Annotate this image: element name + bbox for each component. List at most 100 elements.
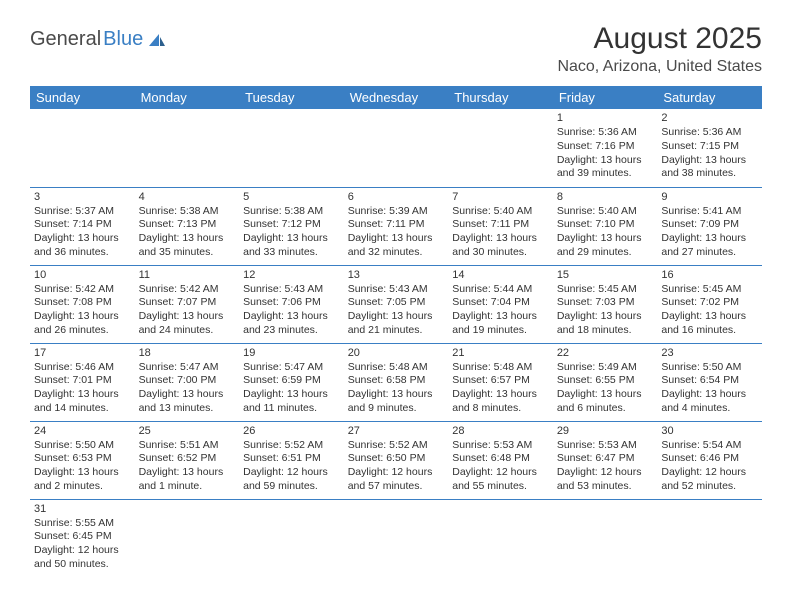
calendar-day: 13Sunrise: 5:43 AMSunset: 7:05 PMDayligh… [344, 265, 449, 343]
sunset-text: Sunset: 6:59 PM [243, 374, 340, 388]
daylight-text: Daylight: 13 hours and 2 minutes. [34, 466, 131, 493]
page-title: August 2025 [557, 22, 762, 56]
calendar-day: 7Sunrise: 5:40 AMSunset: 7:11 PMDaylight… [448, 187, 553, 265]
calendar-day: 2Sunrise: 5:36 AMSunset: 7:15 PMDaylight… [657, 109, 762, 187]
sunrise-text: Sunrise: 5:42 AM [139, 283, 236, 297]
sunset-text: Sunset: 6:48 PM [452, 452, 549, 466]
calendar-day: 30Sunrise: 5:54 AMSunset: 6:46 PMDayligh… [657, 421, 762, 499]
calendar-week: 24Sunrise: 5:50 AMSunset: 6:53 PMDayligh… [30, 421, 762, 499]
calendar-day: 19Sunrise: 5:47 AMSunset: 6:59 PMDayligh… [239, 343, 344, 421]
daylight-text: Daylight: 13 hours and 11 minutes. [243, 388, 340, 415]
sunrise-text: Sunrise: 5:40 AM [557, 205, 654, 219]
sunrise-text: Sunrise: 5:55 AM [34, 517, 131, 531]
calendar-day: 5Sunrise: 5:38 AMSunset: 7:12 PMDaylight… [239, 187, 344, 265]
calendar-empty [448, 499, 553, 577]
sunset-text: Sunset: 7:02 PM [661, 296, 758, 310]
calendar-empty [448, 109, 553, 187]
sunrise-text: Sunrise: 5:45 AM [661, 283, 758, 297]
sunrise-text: Sunrise: 5:38 AM [243, 205, 340, 219]
calendar-day: 15Sunrise: 5:45 AMSunset: 7:03 PMDayligh… [553, 265, 658, 343]
day-number: 27 [348, 424, 445, 438]
calendar-day: 27Sunrise: 5:52 AMSunset: 6:50 PMDayligh… [344, 421, 449, 499]
sunrise-text: Sunrise: 5:51 AM [139, 439, 236, 453]
sunset-text: Sunset: 7:00 PM [139, 374, 236, 388]
sunset-text: Sunset: 6:54 PM [661, 374, 758, 388]
sunrise-text: Sunrise: 5:52 AM [243, 439, 340, 453]
calendar-day: 10Sunrise: 5:42 AMSunset: 7:08 PMDayligh… [30, 265, 135, 343]
sunrise-text: Sunrise: 5:45 AM [557, 283, 654, 297]
day-number: 13 [348, 268, 445, 282]
logo-text-general: General [30, 28, 101, 51]
sunrise-text: Sunrise: 5:41 AM [661, 205, 758, 219]
sunset-text: Sunset: 7:05 PM [348, 296, 445, 310]
calendar-week: 3Sunrise: 5:37 AMSunset: 7:14 PM Daylight… [30, 187, 762, 265]
daylight-text: Daylight: 13 hours and 6 minutes. [557, 388, 654, 415]
calendar-empty [30, 109, 135, 187]
day-number: 16 [661, 268, 758, 282]
logo-sail-icon [147, 32, 167, 48]
sunrise-text: Sunrise: 5:54 AM [661, 439, 758, 453]
sunrise-text: Sunrise: 5:49 AM [557, 361, 654, 375]
logo: GeneralBlue [30, 22, 167, 51]
sunset-text: Sunset: 7:12 PM [243, 218, 340, 232]
sunrise-text: Sunrise: 5:53 AM [452, 439, 549, 453]
daylight-text: Daylight: 13 hours and 13 minutes. [139, 388, 236, 415]
sunset-text: Sunset: 7:14 PM [34, 218, 131, 232]
calendar-day: 17Sunrise: 5:46 AMSunset: 7:01 PMDayligh… [30, 343, 135, 421]
day-number: 6 [348, 190, 445, 204]
calendar-day: 18Sunrise: 5:47 AMSunset: 7:00 PMDayligh… [135, 343, 240, 421]
day-number: 3 [34, 190, 131, 204]
sunset-text: Sunset: 7:09 PM [661, 218, 758, 232]
calendar-table: SundayMondayTuesdayWednesdayThursdayFrid… [30, 86, 762, 577]
calendar-day: 4Sunrise: 5:38 AMSunset: 7:13 PMDaylight… [135, 187, 240, 265]
sunrise-text: Sunrise: 5:48 AM [348, 361, 445, 375]
sunrise-text: Sunrise: 5:42 AM [34, 283, 131, 297]
sunrise-text: Sunrise: 5:53 AM [557, 439, 654, 453]
daylight-text: Daylight: 13 hours and 8 minutes. [452, 388, 549, 415]
calendar-day: 16Sunrise: 5:45 AMSunset: 7:02 PMDayligh… [657, 265, 762, 343]
sunrise-text: Sunrise: 5:37 AM [34, 205, 131, 219]
sunrise-text: Sunrise: 5:36 AM [661, 126, 758, 140]
calendar-day: 23Sunrise: 5:50 AMSunset: 6:54 PMDayligh… [657, 343, 762, 421]
calendar-day: 22Sunrise: 5:49 AMSunset: 6:55 PMDayligh… [553, 343, 658, 421]
daylight-text: Daylight: 13 hours and 14 minutes. [34, 388, 131, 415]
sunset-text: Sunset: 7:01 PM [34, 374, 131, 388]
daylight-text: Daylight: 13 hours and 21 minutes. [348, 310, 445, 337]
day-header: Sunday [30, 86, 135, 109]
day-number: 30 [661, 424, 758, 438]
daylight-text: Daylight: 13 hours and 35 minutes. [139, 232, 236, 259]
day-number: 4 [139, 190, 236, 204]
daylight-text: Daylight: 13 hours and 26 minutes. [34, 310, 131, 337]
calendar-week: 31Sunrise: 5:55 AMSunset: 6:45 PMDayligh… [30, 499, 762, 577]
sunset-text: Sunset: 6:46 PM [661, 452, 758, 466]
sunset-text: Sunset: 7:11 PM [452, 218, 549, 232]
day-header: Friday [553, 86, 658, 109]
sunset-text: Sunset: 7:15 PM [661, 140, 758, 154]
calendar-empty [239, 499, 344, 577]
daylight-text: Daylight: 12 hours and 59 minutes. [243, 466, 340, 493]
calendar-day: 6Sunrise: 5:39 AMSunset: 7:11 PMDaylight… [344, 187, 449, 265]
calendar-day: 21Sunrise: 5:48 AMSunset: 6:57 PMDayligh… [448, 343, 553, 421]
day-header: Saturday [657, 86, 762, 109]
daylight-text: Daylight: 13 hours and 29 minutes. [557, 232, 654, 259]
calendar-day: 28Sunrise: 5:53 AMSunset: 6:48 PMDayligh… [448, 421, 553, 499]
sunset-text: Sunset: 6:52 PM [139, 452, 236, 466]
sunrise-text: Sunrise: 5:46 AM [34, 361, 131, 375]
calendar-empty [135, 109, 240, 187]
calendar-empty [239, 109, 344, 187]
location-subtitle: Naco, Arizona, United States [557, 58, 762, 76]
sunset-text: Sunset: 6:55 PM [557, 374, 654, 388]
calendar-empty [344, 499, 449, 577]
sunset-text: Sunset: 6:58 PM [348, 374, 445, 388]
daylight-text: Daylight: 12 hours and 57 minutes. [348, 466, 445, 493]
day-number: 2 [661, 111, 758, 125]
daylight-text: Daylight: 13 hours and 18 minutes. [557, 310, 654, 337]
calendar-empty [344, 109, 449, 187]
calendar-empty [135, 499, 240, 577]
sunset-text: Sunset: 7:03 PM [557, 296, 654, 310]
calendar-empty [657, 499, 762, 577]
day-number: 8 [557, 190, 654, 204]
day-header: Thursday [448, 86, 553, 109]
sunrise-text: Sunrise: 5:43 AM [348, 283, 445, 297]
daylight-text: Daylight: 12 hours and 52 minutes. [661, 466, 758, 493]
